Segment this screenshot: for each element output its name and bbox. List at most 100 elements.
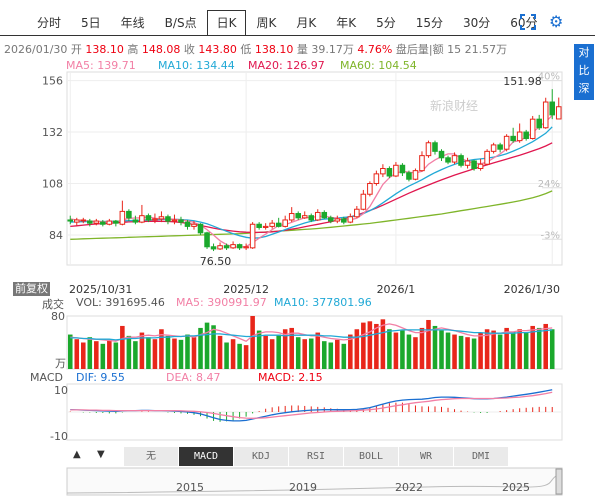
candle: [536, 114, 542, 130]
candle: [386, 166, 393, 179]
candle: [412, 168, 419, 181]
candle: [542, 97, 549, 129]
gear-icon[interactable]: ⚙: [549, 12, 564, 31]
volume-bar: [224, 342, 229, 369]
volume-bar: [191, 337, 197, 369]
volume-bar: [295, 337, 301, 369]
indicator-tab-wr[interactable]: WR: [399, 447, 454, 466]
volume-bar: [289, 327, 294, 369]
volume-label: 量: [296, 43, 308, 56]
candle-body: [536, 118, 542, 129]
tab-6[interactable]: 月K: [296, 16, 317, 30]
candle-body: [119, 210, 126, 225]
candle-body: [275, 222, 282, 227]
candle-body: [93, 220, 100, 224]
candle-body: [503, 135, 510, 150]
candle: [145, 213, 152, 223]
volume-bar: [302, 339, 308, 369]
candle-body: [132, 219, 139, 223]
candle-body: [393, 164, 399, 177]
volume-bar: [276, 334, 281, 369]
candle: [204, 231, 210, 249]
dif-value: 9.55: [100, 371, 125, 384]
indicator-tab-无[interactable]: 无: [124, 447, 179, 466]
candle-body: [406, 172, 412, 180]
candle: [432, 140, 438, 155]
candle: [321, 210, 328, 219]
candle-body: [497, 144, 503, 150]
indicator-tab-boll[interactable]: BOLL: [344, 447, 399, 466]
tab-2[interactable]: 年线: [120, 16, 145, 30]
indicator-tab-rsi[interactable]: RSI: [289, 447, 344, 466]
candle-body: [510, 135, 516, 142]
candle: [243, 243, 249, 250]
ma60-legend: MA60: 104.54: [340, 59, 417, 72]
volume-bar: [230, 339, 236, 369]
date-label: 2026/1: [377, 283, 416, 296]
compare-index-button[interactable]: 对比深指: [574, 44, 594, 113]
candle-body: [432, 142, 438, 152]
volume-bar: [165, 335, 171, 369]
candle: [67, 215, 74, 225]
scroll-right-icon[interactable]: ▼: [97, 449, 105, 460]
tab-0[interactable]: 分时: [37, 16, 62, 30]
tab-7[interactable]: 年K: [336, 16, 357, 30]
adjust-mode-button[interactable]: 前复权: [13, 282, 50, 296]
tab-4[interactable]: 日K: [206, 10, 247, 36]
candle-body: [100, 221, 106, 225]
price-tick-label: 84: [49, 229, 63, 242]
tab-8[interactable]: 5分: [376, 16, 396, 30]
candle-body: [445, 157, 451, 163]
candle: [269, 219, 275, 229]
quote-line: 2026/01/30 开 138.10 高 148.08 收 143.80 低 …: [4, 41, 507, 57]
dif-line: [70, 389, 553, 422]
candle: [288, 207, 295, 223]
tab-1[interactable]: 5日: [81, 16, 101, 30]
volume-bar: [510, 331, 516, 369]
volume-bar: [452, 334, 457, 369]
dea-legend: DEA: 8.47: [166, 371, 220, 384]
volume-bar: [400, 330, 405, 369]
candle: [393, 162, 399, 178]
volume-bar: [380, 319, 386, 369]
volume-bar: [367, 321, 373, 369]
candle: [314, 209, 321, 222]
vol-ma10-label: MA10:: [274, 296, 309, 309]
candle-body: [484, 150, 490, 165]
ma10-value: 134.44: [196, 59, 235, 72]
candle-body: [87, 220, 93, 224]
tab-10[interactable]: 30分: [463, 16, 491, 30]
high-value: 148.08: [141, 43, 181, 56]
candle: [458, 153, 464, 168]
tab-9[interactable]: 15分: [415, 16, 443, 30]
candle-body: [204, 232, 210, 248]
ma10-legend: MA10: 134.44: [158, 59, 235, 72]
vol-axis-unit: 万: [55, 357, 66, 370]
indicator-tab-dmi[interactable]: DMI: [454, 447, 509, 466]
candle: [152, 213, 158, 224]
low-label: 低: [240, 43, 252, 56]
scroll-left-icon[interactable]: ▲: [73, 449, 81, 460]
volume-bar: [74, 339, 80, 369]
dea-value: 8.47: [195, 371, 221, 384]
candle: [73, 217, 80, 226]
candle: [256, 222, 262, 230]
macd-axis-top: 10: [54, 384, 68, 397]
volume-bar: [478, 332, 483, 369]
candle: [217, 242, 223, 250]
volume-bar: [328, 342, 334, 369]
volume-bar: [172, 338, 177, 369]
volume-bar: [315, 332, 321, 369]
tab-11[interactable]: 60分: [510, 16, 538, 30]
indicator-tab-kdj[interactable]: KDJ: [234, 447, 289, 466]
tab-5[interactable]: 周K: [256, 16, 277, 30]
price-tick-label: 108: [42, 178, 63, 191]
fullscreen-icon[interactable]: [520, 14, 536, 30]
indicator-tab-macd[interactable]: MACD: [179, 447, 234, 466]
volume-bar: [426, 319, 431, 369]
volume-bar: [484, 329, 490, 369]
candle: [191, 221, 197, 230]
vol-legend: VOL: 391695.46: [76, 296, 165, 309]
tab-3[interactable]: B/S点: [164, 16, 197, 30]
candle-body: [373, 173, 380, 185]
